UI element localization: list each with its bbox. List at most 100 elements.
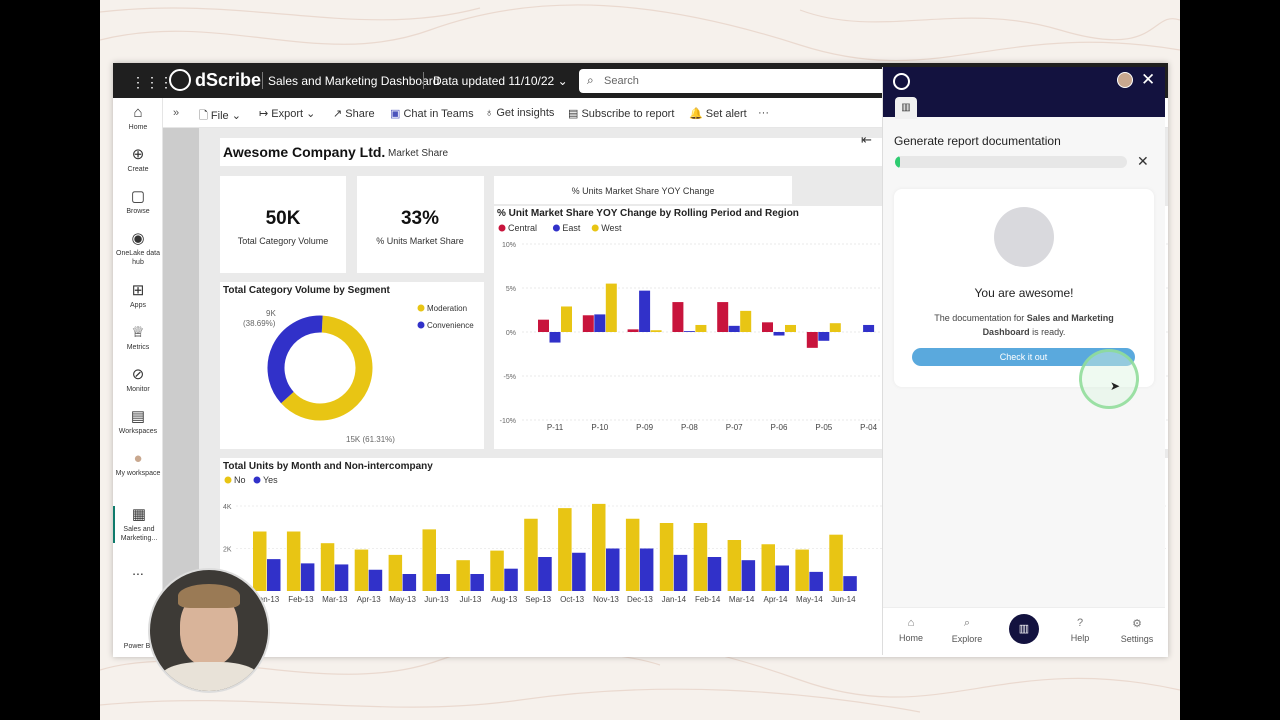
nav-item-3[interactable]: ▢ Browse xyxy=(113,188,163,216)
kpi-card-share[interactable]: 33% % Units Market Share xyxy=(357,176,484,273)
bar-central-p-11 xyxy=(538,319,549,332)
x-tick-label: P-10 xyxy=(591,423,608,432)
home-icon: ⌂ xyxy=(907,617,915,629)
celebration-avatar xyxy=(994,207,1054,267)
cmd-get-insights[interactable]: ♁ Get insights xyxy=(485,107,554,119)
subscribe-icon: ▤ xyxy=(568,108,579,120)
progress-fill xyxy=(895,156,900,168)
bar-yes-jan-14 xyxy=(673,554,688,591)
donut-title: Total Category Volume by Segment xyxy=(223,285,390,296)
legend-dot-convenience xyxy=(417,321,425,329)
data-updated-dropdown[interactable]: Data updated 11/10/22 ⌄ xyxy=(433,74,568,88)
cmd-share[interactable]: ↗ Share xyxy=(333,108,375,120)
x-tick-label: May-13 xyxy=(389,595,416,604)
units-title: Total Units by Month and Non-intercompan… xyxy=(223,461,433,472)
donut-chart: 15K (61.31%) 9K(38.69%) Moderation Convenie… xyxy=(243,304,474,444)
nav-explore[interactable]: ⌕ Explore xyxy=(939,617,995,644)
x-tick-label: Feb-13 xyxy=(288,595,314,604)
bar-no-sep-13 xyxy=(524,518,538,591)
search-input[interactable]: ⌕ Search xyxy=(579,69,899,93)
cmd-chat-in-teams[interactable]: ▣ Chat in Teams xyxy=(390,107,474,120)
bar-no-may-13 xyxy=(388,554,403,591)
panel-bottom-nav: ⌂ Home ⌕ Explore ▥ ? Help ⚙ Settings xyxy=(883,607,1165,655)
bar-west-p-09 xyxy=(650,330,662,332)
bar-no-feb-14 xyxy=(693,523,708,591)
cancel-icon[interactable]: ✕ xyxy=(1137,153,1149,169)
nav-item-6[interactable]: ♕ Metrics xyxy=(113,324,163,352)
bar-no-nov-13 xyxy=(592,503,606,591)
doc-pre: The documentation for xyxy=(934,313,1027,323)
nav-help[interactable]: ? Help xyxy=(1052,617,1108,643)
bar-no-jan-14 xyxy=(659,523,674,591)
nav-item-9[interactable]: ● My workspace xyxy=(113,450,163,478)
bar-yes-jun-14 xyxy=(843,576,857,591)
book-icon[interactable]: ▥ xyxy=(895,97,917,119)
company-title: Awesome Company Ltd. xyxy=(223,144,386,160)
chevron-down-icon: ⌄ xyxy=(557,74,568,88)
trophy-icon: ♕ xyxy=(131,324,145,341)
nav-home[interactable]: ⌂ Home xyxy=(883,617,939,643)
report-title[interactable]: Sales and Marketing Dashboard xyxy=(268,74,440,88)
nav-item-5[interactable]: ⊞ Apps xyxy=(113,282,163,310)
nav-item-label: Home xyxy=(128,124,148,131)
bar-east-p-09 xyxy=(639,290,651,332)
bar-no-jun-14 xyxy=(829,534,843,591)
x-tick-label: P-11 xyxy=(547,423,564,432)
user-avatar[interactable] xyxy=(1117,72,1133,88)
nav-item-2[interactable]: ⊕ Create xyxy=(113,146,163,174)
cmd-file[interactable]: 🗋 File ⌄ xyxy=(199,110,241,122)
app-launcher-icon[interactable]: ⋮⋮⋮ xyxy=(131,74,173,90)
nav-explore-label: Explore xyxy=(951,634,983,644)
help-icon: ? xyxy=(1076,617,1084,629)
bar-west-p-08 xyxy=(695,324,707,332)
docs-nav-button[interactable]: ▥ xyxy=(1009,614,1039,644)
check-it-out-button[interactable]: Check it out xyxy=(912,348,1135,366)
more-icon[interactable]: ... xyxy=(132,562,144,578)
nav-settings-label: Settings xyxy=(1120,634,1154,644)
legend-east: East xyxy=(562,223,581,233)
x-tick-label: May-14 xyxy=(796,595,823,604)
donut-label-moderation: 15K (61.31%) xyxy=(346,435,395,444)
nav-item-10[interactable]: ▦ Sales and Marketing... xyxy=(113,506,163,543)
avatar-icon: ● xyxy=(133,450,143,467)
cmd-insights-label: Get insights xyxy=(496,107,555,119)
y-tick-label: -10% xyxy=(500,418,516,425)
nav-item-8[interactable]: ▤ Workspaces xyxy=(113,408,163,436)
bar-yes-mar-14 xyxy=(741,560,756,591)
book-icon: ▥ xyxy=(1018,623,1030,635)
yoy-chart: Central East West 10% 5% 0% -5% -10% P-11 P-10 P-0… xyxy=(498,223,1168,432)
nav-item-4[interactable]: ◉ OneLake data hub xyxy=(113,230,163,267)
donut-slice-convenience xyxy=(267,315,323,404)
expand-icon[interactable]: » xyxy=(173,107,180,119)
cmd-subscribe[interactable]: ▤ Subscribe to report xyxy=(568,107,674,120)
onelake-icon: ◉ xyxy=(131,230,145,247)
legend-dot-no xyxy=(224,476,232,484)
donut-label-convenience-value: 9K xyxy=(266,309,276,318)
nav-settings[interactable]: ⚙ Settings xyxy=(1109,617,1165,644)
x-tick-label: Jun-14 xyxy=(831,595,856,604)
tab-label: % Units Market Share YOY Change xyxy=(571,186,715,196)
bar-yes-may-14 xyxy=(809,571,823,591)
apps-icon: ⊞ xyxy=(131,282,145,299)
x-tick-label: Mar-13 xyxy=(322,595,348,604)
collapse-pane-icon[interactable]: ⇤ xyxy=(861,132,872,147)
nav-item-7[interactable]: ⊘ Monitor xyxy=(113,366,163,394)
bar-yes-dec-13 xyxy=(639,548,654,591)
cmd-export[interactable]: ↦ Export ⌄ xyxy=(259,108,316,120)
donut-card[interactable]: Total Category Volume by Segment 15K (61… xyxy=(220,282,484,449)
nav-item-label: My workspace xyxy=(115,470,161,477)
legend-dot-west xyxy=(591,224,599,232)
x-tick-label: Mar-14 xyxy=(729,595,755,604)
close-icon[interactable]: ✕ xyxy=(1141,70,1156,89)
x-tick-label: Sep-13 xyxy=(525,595,551,604)
home-icon: ⌂ xyxy=(133,104,143,121)
bar-no-jan-13 xyxy=(253,531,267,591)
legend-yes: Yes xyxy=(263,475,278,485)
more-icon[interactable]: ··· xyxy=(758,107,769,119)
cmd-set-alert[interactable]: 🔔 Set alert xyxy=(689,107,747,120)
cmd-subscribe-label: Subscribe to report xyxy=(581,108,675,120)
report-tab[interactable]: % Units Market Share YOY Change xyxy=(494,176,792,204)
kpi-card-volume[interactable]: 50K Total Category Volume xyxy=(220,176,346,273)
nav-item-1[interactable]: ⌂ Home xyxy=(113,104,163,132)
monitor-icon: ⊘ xyxy=(131,366,145,383)
